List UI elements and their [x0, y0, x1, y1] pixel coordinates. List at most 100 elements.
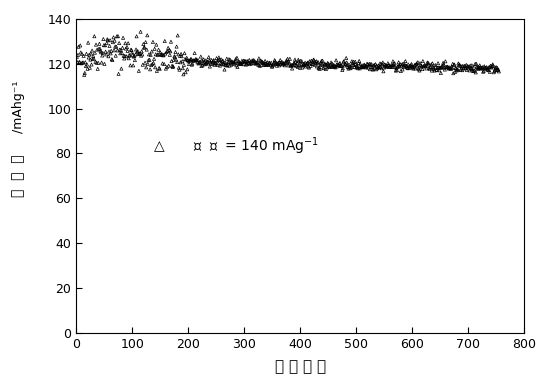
Point: [445, 65, 454, 71]
Point: [150, 46, 159, 52]
Point: [104, 48, 113, 55]
Point: [337, 63, 345, 69]
Point: [240, 59, 249, 65]
Point: [305, 64, 314, 71]
Point: [204, 60, 212, 66]
Point: [418, 66, 427, 72]
Point: [434, 64, 443, 71]
Point: [191, 56, 200, 62]
Point: [280, 60, 289, 66]
Point: [472, 61, 481, 67]
Point: [321, 61, 330, 68]
Point: [146, 66, 155, 73]
Point: [345, 61, 354, 68]
Point: [467, 66, 476, 72]
Point: [106, 50, 115, 57]
Point: [309, 61, 317, 67]
Point: [217, 56, 226, 62]
Point: [191, 57, 200, 64]
Point: [362, 64, 371, 70]
Point: [279, 60, 288, 66]
Point: [187, 56, 196, 62]
Point: [301, 63, 310, 69]
Point: [411, 66, 420, 72]
Point: [291, 59, 300, 65]
Point: [78, 51, 86, 57]
Point: [136, 29, 145, 35]
Point: [298, 58, 306, 64]
Point: [485, 64, 494, 70]
Point: [366, 66, 375, 72]
Point: [355, 65, 364, 71]
Point: [306, 63, 315, 69]
Point: [311, 60, 320, 66]
Point: [322, 62, 331, 68]
Point: [320, 61, 329, 68]
Point: [486, 69, 494, 75]
Point: [172, 43, 181, 50]
Point: [117, 47, 125, 53]
Point: [259, 62, 268, 68]
Point: [466, 65, 475, 71]
Point: [144, 61, 152, 67]
Point: [340, 61, 349, 67]
Point: [133, 48, 142, 54]
Point: [424, 60, 433, 66]
Point: [78, 60, 87, 66]
Point: [185, 61, 194, 67]
Point: [90, 33, 99, 39]
Point: [89, 55, 98, 62]
Point: [409, 66, 417, 72]
Point: [151, 51, 160, 57]
Point: [426, 64, 435, 70]
Point: [299, 62, 307, 68]
Point: [258, 60, 267, 66]
Point: [210, 62, 219, 68]
Point: [277, 59, 286, 66]
Point: [430, 68, 439, 74]
Point: [73, 59, 82, 65]
Point: [425, 66, 434, 72]
Point: [207, 57, 216, 63]
Point: [332, 62, 341, 68]
Point: [306, 60, 315, 66]
Point: [443, 64, 452, 70]
Point: [175, 53, 184, 59]
Point: [322, 66, 331, 72]
Point: [433, 64, 442, 71]
Point: [94, 60, 103, 66]
Point: [367, 64, 376, 70]
Point: [441, 66, 449, 73]
Point: [384, 62, 393, 68]
Point: [134, 51, 142, 57]
Point: [188, 61, 197, 67]
Point: [473, 65, 482, 71]
Point: [453, 67, 462, 73]
Point: [249, 57, 258, 63]
Point: [133, 48, 141, 55]
Point: [178, 58, 186, 64]
Text: /mAhg⁻¹: /mAhg⁻¹: [12, 81, 25, 133]
Point: [128, 49, 136, 55]
Point: [386, 64, 395, 70]
Point: [410, 62, 419, 68]
Point: [293, 60, 301, 66]
Point: [459, 63, 468, 69]
Point: [276, 57, 285, 63]
Point: [460, 65, 469, 71]
Point: [468, 66, 477, 72]
Point: [128, 52, 137, 58]
Point: [286, 62, 295, 69]
Point: [132, 33, 141, 40]
Point: [403, 64, 411, 70]
Point: [304, 59, 312, 66]
Point: [230, 59, 239, 65]
Point: [194, 61, 203, 67]
Point: [244, 60, 252, 66]
Point: [97, 49, 106, 55]
Point: [373, 64, 382, 70]
Point: [312, 58, 321, 64]
Point: [153, 52, 162, 58]
Point: [154, 47, 163, 53]
Point: [442, 64, 450, 70]
